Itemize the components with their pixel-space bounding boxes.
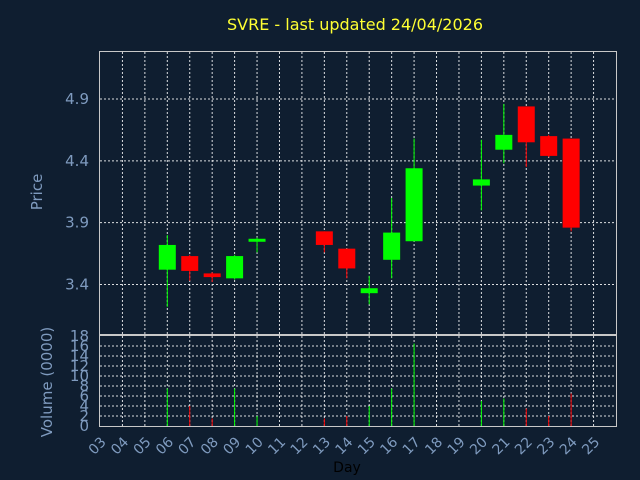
candle-15 xyxy=(360,275,378,305)
candle-body xyxy=(181,256,199,271)
candle-body xyxy=(495,134,513,150)
price-grid xyxy=(100,52,616,334)
candle-10 xyxy=(248,237,266,253)
candle-body xyxy=(517,106,535,143)
candle-body xyxy=(248,238,266,242)
price-tick-label: 3.4 xyxy=(65,276,89,294)
volume-tick-label: 14 xyxy=(70,347,89,365)
candle-24 xyxy=(562,138,580,232)
price-tick-label: 4.4 xyxy=(65,152,89,170)
candle-body xyxy=(405,168,423,242)
volume-grid xyxy=(100,336,616,426)
candle-22 xyxy=(517,106,535,168)
chart-title: SVRE - last updated 24/04/2026 xyxy=(227,15,483,34)
candle-body xyxy=(158,244,176,270)
candle-body xyxy=(472,179,490,186)
volume-tick-label: 18 xyxy=(70,327,89,345)
candle-body xyxy=(540,136,558,156)
candle-06 xyxy=(158,235,176,307)
volume-bars xyxy=(166,343,572,426)
price-axis-ticks: 3.4 3.9 4.4 4.9 xyxy=(65,90,89,294)
x-axis-ticks: 0304050607080910111213141516171819202122… xyxy=(86,434,603,458)
volume-tick-label: 4 xyxy=(79,397,89,415)
candle-23 xyxy=(540,134,558,158)
volume-tick-label: 6 xyxy=(79,387,89,405)
candle-body xyxy=(203,273,221,278)
candle-20 xyxy=(472,139,490,211)
volume-tick-label: 0 xyxy=(79,417,89,435)
volume-tick-label: 8 xyxy=(79,377,89,395)
volume-tick-label: 2 xyxy=(79,407,89,425)
price-panel-frame xyxy=(99,51,617,335)
candle-body xyxy=(360,288,378,294)
candle-07 xyxy=(181,254,199,281)
x-axis-title: Day xyxy=(333,460,361,476)
candles xyxy=(158,103,580,307)
price-panel: 3.4 3.9 4.4 4.9 xyxy=(65,51,617,335)
candle-09 xyxy=(226,254,244,280)
volume-tick-label: 12 xyxy=(70,357,89,375)
candle-body xyxy=(315,231,333,245)
volume-tick-label: 10 xyxy=(70,367,89,385)
candle-21 xyxy=(495,103,513,164)
candle-body xyxy=(338,248,356,269)
volume-axis-title: Volume (0000) xyxy=(38,327,56,437)
candle-16 xyxy=(383,197,401,279)
volume-panel-frame xyxy=(99,335,617,427)
candle-13 xyxy=(315,231,333,253)
price-axis-title: Price xyxy=(28,174,46,211)
candle-body xyxy=(562,138,580,228)
price-tick-label: 4.9 xyxy=(65,90,89,108)
candle-17 xyxy=(405,138,423,242)
price-tick-label: 3.9 xyxy=(65,214,89,232)
candle-body xyxy=(226,256,244,279)
candle-body xyxy=(383,232,401,260)
candle-14 xyxy=(338,248,356,279)
candle-08 xyxy=(203,272,221,283)
volume-tick-label: 16 xyxy=(70,337,89,355)
